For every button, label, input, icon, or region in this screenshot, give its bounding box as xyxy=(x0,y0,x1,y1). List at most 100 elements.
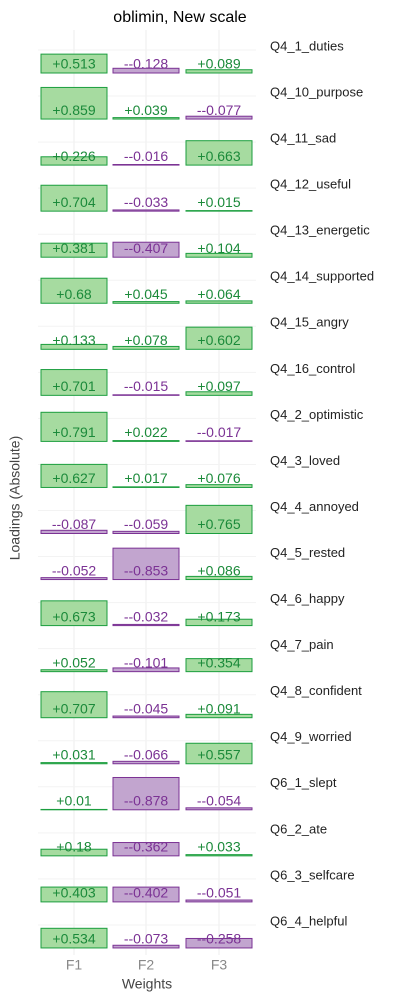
bar xyxy=(185,854,253,857)
bar xyxy=(112,760,180,765)
value-label: --0.077 xyxy=(197,102,242,118)
value-label: +0.403 xyxy=(52,885,95,901)
facet-label: Q4_9_worried xyxy=(270,729,352,744)
facet-label: Q4_14_supported xyxy=(270,269,374,284)
value-label: --0.402 xyxy=(124,885,169,901)
value-label: +0.557 xyxy=(197,746,240,762)
bar xyxy=(185,742,253,765)
value-label: +0.791 xyxy=(52,424,95,440)
value-label: --0.017 xyxy=(197,424,242,440)
facet-label: Q6_1_slept xyxy=(270,775,337,790)
facet-label: Q6_4_helpful xyxy=(270,913,347,928)
x-tick-label: F3 xyxy=(211,957,228,973)
value-label: --0.878 xyxy=(124,793,169,809)
value-label: +0.602 xyxy=(197,332,240,348)
value-label: --0.407 xyxy=(124,240,169,256)
bar xyxy=(40,463,108,488)
bar xyxy=(185,252,253,258)
facet-label: Q4_1_duties xyxy=(270,38,344,53)
bar xyxy=(40,343,108,350)
bar xyxy=(40,848,108,857)
bar xyxy=(185,937,253,949)
value-label: +0.089 xyxy=(197,56,240,72)
bar xyxy=(185,440,253,442)
chart-title: oblimin, New scale xyxy=(113,9,246,26)
facet-label: Q6_3_selfcare xyxy=(270,867,355,882)
value-label: +0.017 xyxy=(124,470,167,486)
value-label: +0.226 xyxy=(52,148,95,164)
value-label: --0.073 xyxy=(124,931,169,947)
facet-label: Q4_13_energetic xyxy=(270,223,370,238)
value-label: +0.859 xyxy=(52,102,95,118)
bar xyxy=(185,807,253,811)
value-label: --0.059 xyxy=(124,516,169,532)
facet-label: Q4_5_rested xyxy=(270,545,345,560)
facet-label: Q4_7_pain xyxy=(270,637,334,652)
value-label: --0.015 xyxy=(124,378,169,394)
value-label: +0.68 xyxy=(56,286,92,302)
bar xyxy=(40,156,108,166)
value-label: +0.173 xyxy=(197,608,240,624)
bar xyxy=(40,277,108,304)
bar xyxy=(40,669,108,673)
bar xyxy=(112,547,180,581)
bar xyxy=(112,486,180,488)
bar xyxy=(40,369,108,396)
bar xyxy=(185,713,253,719)
bar xyxy=(40,242,108,258)
value-label: +0.045 xyxy=(124,286,167,302)
bar xyxy=(112,164,180,166)
value-label: +0.133 xyxy=(52,332,95,348)
facet-label: Q4_10_purpose xyxy=(270,84,363,99)
value-label: +0.039 xyxy=(124,102,167,118)
value-label: --0.853 xyxy=(124,562,169,578)
x-axis-label: Weights xyxy=(122,976,172,992)
value-label: +0.381 xyxy=(52,240,95,256)
bar xyxy=(112,530,180,534)
bar xyxy=(185,899,253,903)
value-label: --0.045 xyxy=(124,700,169,716)
bar xyxy=(185,300,253,304)
value-label: --0.033 xyxy=(124,194,169,210)
bar xyxy=(185,69,253,74)
bar xyxy=(112,67,180,74)
value-label: +0.765 xyxy=(197,516,240,532)
bar xyxy=(185,504,253,534)
bar xyxy=(40,927,108,949)
value-label: +0.701 xyxy=(52,378,95,394)
value-label: --0.128 xyxy=(124,56,169,72)
value-label: +0.354 xyxy=(197,654,240,670)
value-label: +0.052 xyxy=(52,654,95,670)
value-label: +0.022 xyxy=(124,424,167,440)
bar xyxy=(112,944,180,949)
bar xyxy=(185,210,253,212)
bar xyxy=(40,886,108,903)
value-label: --0.051 xyxy=(197,885,242,901)
value-label: +0.033 xyxy=(197,839,240,855)
value-label: +0.104 xyxy=(197,240,240,256)
bar xyxy=(185,484,253,488)
bar xyxy=(112,301,180,304)
y-axis-label: Loadings (Absolute) xyxy=(7,436,23,561)
value-label: +0.18 xyxy=(56,839,92,855)
value-label: +0.097 xyxy=(197,378,240,394)
bar xyxy=(112,345,180,350)
value-label: +0.663 xyxy=(197,148,240,164)
facet-label: Q4_8_confident xyxy=(270,683,362,698)
bar xyxy=(112,241,180,258)
facet-label: Q4_12_useful xyxy=(270,177,351,192)
bar xyxy=(112,715,180,719)
value-label: +0.704 xyxy=(52,194,95,210)
bar xyxy=(185,391,253,396)
facet-label: Q4_15_angry xyxy=(270,315,349,330)
bar xyxy=(40,411,108,442)
bar xyxy=(40,577,108,581)
value-label: --0.052 xyxy=(52,562,97,578)
bar xyxy=(112,440,180,442)
bar xyxy=(185,658,253,673)
bar xyxy=(185,575,253,581)
bar xyxy=(185,140,253,166)
value-label: +0.627 xyxy=(52,470,95,486)
bar xyxy=(40,86,108,120)
